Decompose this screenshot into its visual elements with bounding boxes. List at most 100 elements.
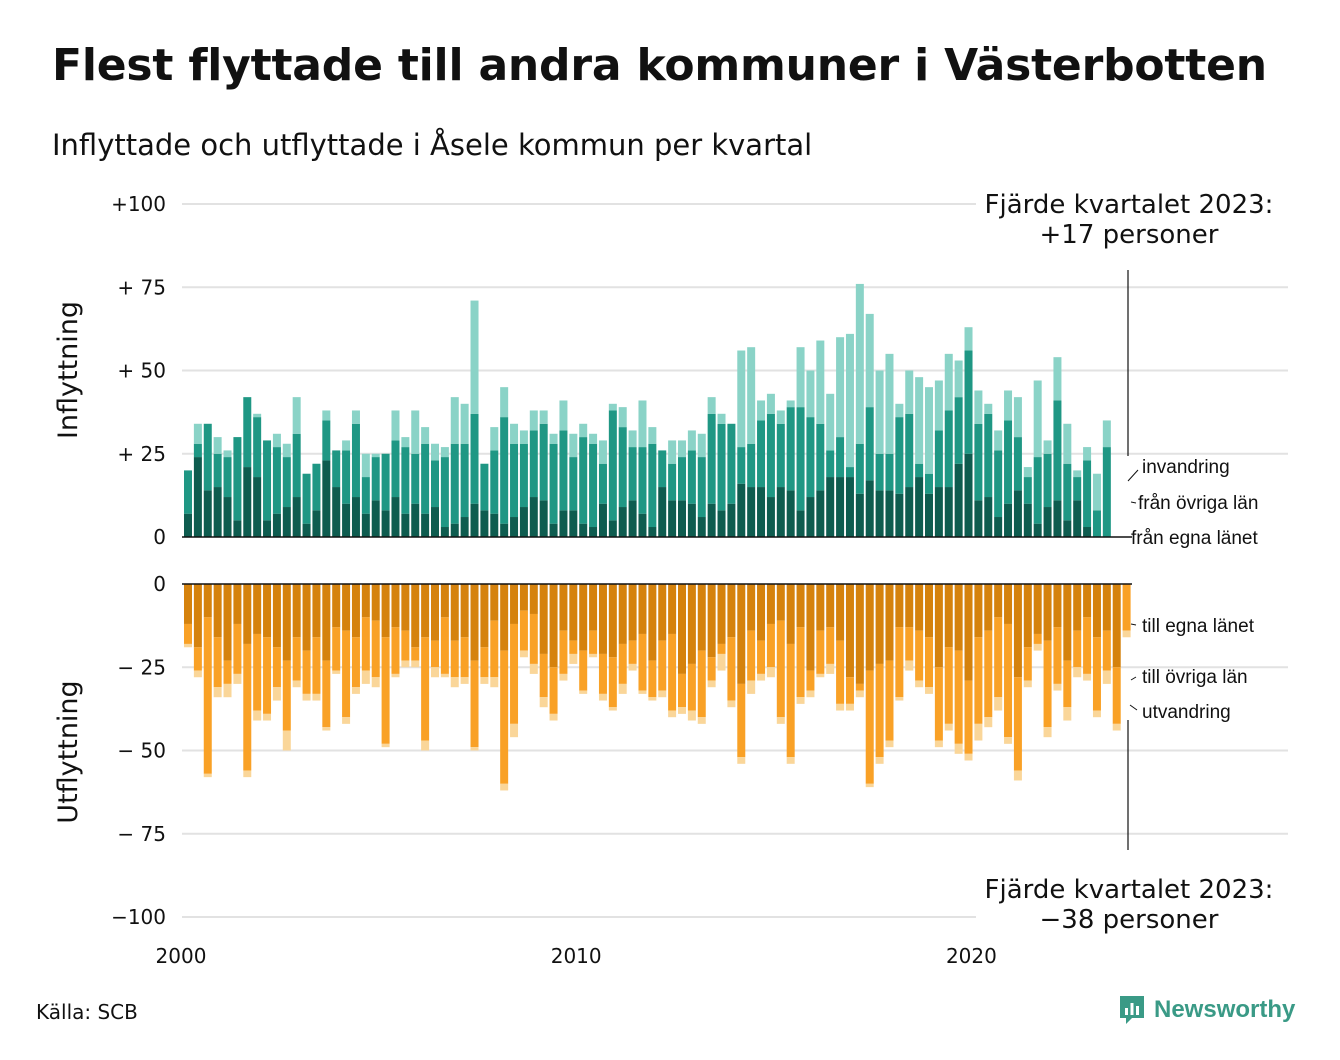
bar-outflow-utvandring [1063, 707, 1072, 721]
series-label-till-egna-lanet: till egna länet [1142, 616, 1255, 637]
bar-outflow-egna-lanet [1063, 584, 1072, 661]
bar-inflow-ovriga-lan [994, 450, 1003, 518]
bar-outflow-utvandring [1043, 727, 1052, 738]
bar-inflow-egna-lanet [322, 460, 331, 537]
bar-outflow-egna-lanet [875, 584, 884, 664]
bar-inflow-egna-lanet [1073, 500, 1082, 537]
bar-inflow-egna-lanet [253, 477, 262, 537]
bar-inflow-ovriga-lan [381, 453, 390, 511]
bar-inflow-ovriga-lan [539, 423, 548, 501]
bar-outflow-utvandring [826, 663, 835, 674]
bar-outflow-ovriga-lan [1043, 640, 1052, 728]
bar-outflow-ovriga-lan [925, 637, 933, 688]
bar-outflow-ovriga-lan [500, 650, 509, 784]
bar-outflow-ovriga-lan [342, 630, 351, 718]
bar-inflow-ovriga-lan [342, 450, 351, 504]
bar-inflow-egna-lanet [865, 480, 874, 537]
bar-inflow-invandring [618, 407, 627, 428]
bar-inflow-invandring [845, 333, 854, 468]
bar-inflow-egna-lanet [460, 517, 469, 537]
bar-inflow-ovriga-lan [855, 443, 864, 494]
label-leader [1130, 501, 1137, 504]
bar-inflow-invandring [776, 410, 785, 424]
bar-outflow-utvandring [964, 753, 973, 761]
bar-inflow-egna-lanet [786, 490, 795, 537]
outflow-bars [184, 584, 1131, 791]
bar-inflow-ovriga-lan [865, 407, 874, 481]
bar-inflow-invandring [865, 313, 874, 408]
bar-inflow-ovriga-lan [905, 413, 914, 488]
bar-outflow-egna-lanet [776, 584, 785, 621]
bar-outflow-utvandring [836, 703, 845, 711]
bar-inflow-ovriga-lan [766, 413, 775, 498]
bar-outflow-egna-lanet [1043, 584, 1052, 641]
bar-outflow-utvandring [865, 783, 874, 788]
bar-inflow-egna-lanet [697, 517, 706, 537]
bar-outflow-ovriga-lan [233, 623, 242, 674]
bar-outflow-egna-lanet [490, 584, 499, 621]
bar-outflow-utvandring [213, 687, 222, 698]
bar-outflow-egna-lanet [678, 584, 686, 674]
bar-inflow-invandring [737, 350, 746, 448]
bar-outflow-ovriga-lan [421, 637, 430, 741]
bar-outflow-utvandring [1053, 683, 1062, 691]
bar-inflow-egna-lanet [490, 513, 499, 537]
bar-outflow-utvandring [1092, 710, 1101, 718]
bar-outflow-egna-lanet [569, 584, 578, 641]
bar-inflow-invandring [401, 437, 410, 448]
bar-outflow-utvandring [411, 660, 420, 668]
bar-outflow-ovriga-lan [1073, 630, 1082, 668]
inflow-bars [184, 283, 1111, 537]
bar-inflow-invandring [885, 353, 894, 454]
axes [182, 270, 1139, 850]
bar-outflow-utvandring [342, 717, 351, 724]
bar-inflow-egna-lanet [925, 493, 933, 537]
bar-outflow-utvandring [944, 723, 953, 731]
bar-outflow-ovriga-lan [865, 670, 874, 784]
bar-outflow-egna-lanet [193, 584, 202, 648]
bar-outflow-egna-lanet [342, 584, 351, 631]
bar-inflow-egna-lanet [727, 503, 736, 537]
bar-inflow-ovriga-lan [500, 417, 509, 524]
bar-outflow-ovriga-lan [510, 623, 519, 724]
bar-outflow-egna-lanet [915, 584, 924, 631]
bar-inflow-ovriga-lan [845, 467, 854, 478]
bar-outflow-egna-lanet [253, 584, 262, 634]
bar-inflow-egna-lanet [1004, 503, 1013, 537]
bar-inflow-invandring [598, 440, 607, 464]
bar-inflow-egna-lanet [529, 497, 538, 537]
bar-inflow-ovriga-lan [312, 463, 321, 511]
bar-inflow-ovriga-lan [678, 457, 686, 501]
bar-outflow-utvandring [658, 690, 667, 698]
bar-inflow-ovriga-lan [233, 437, 242, 521]
bar-inflow-invandring [766, 393, 775, 414]
bar-outflow-egna-lanet [351, 584, 360, 638]
bar-outflow-utvandring [618, 683, 627, 694]
bar-inflow-invandring [223, 450, 232, 458]
bar-inflow-ovriga-lan [292, 433, 301, 498]
bar-outflow-ovriga-lan [391, 627, 400, 674]
bar-outflow-ovriga-lan [579, 650, 588, 691]
bar-outflow-egna-lanet [401, 584, 410, 631]
bar-outflow-utvandring [1112, 723, 1121, 731]
bar-outflow-egna-lanet [905, 584, 914, 628]
bar-outflow-utvandring [184, 643, 192, 648]
bar-inflow-invandring [1063, 423, 1072, 464]
bar-inflow-ovriga-lan [401, 447, 410, 514]
bar-outflow-ovriga-lan [747, 630, 756, 681]
bar-inflow-egna-lanet [1063, 520, 1072, 537]
bar-outflow-utvandring [490, 677, 499, 688]
bar-outflow-utvandring [470, 747, 479, 751]
bar-outflow-ovriga-lan [411, 647, 420, 661]
bar-outflow-ovriga-lan [193, 647, 202, 671]
bar-inflow-egna-lanet [589, 527, 598, 537]
bar-inflow-egna-lanet [845, 477, 854, 537]
bar-inflow-invandring [282, 443, 291, 458]
bar-outflow-utvandring [845, 703, 854, 711]
bar-inflow-ovriga-lan [628, 447, 637, 501]
bar-outflow-egna-lanet [1053, 584, 1062, 628]
bar-outflow-utvandring [608, 707, 617, 711]
bar-outflow-egna-lanet [223, 584, 232, 661]
